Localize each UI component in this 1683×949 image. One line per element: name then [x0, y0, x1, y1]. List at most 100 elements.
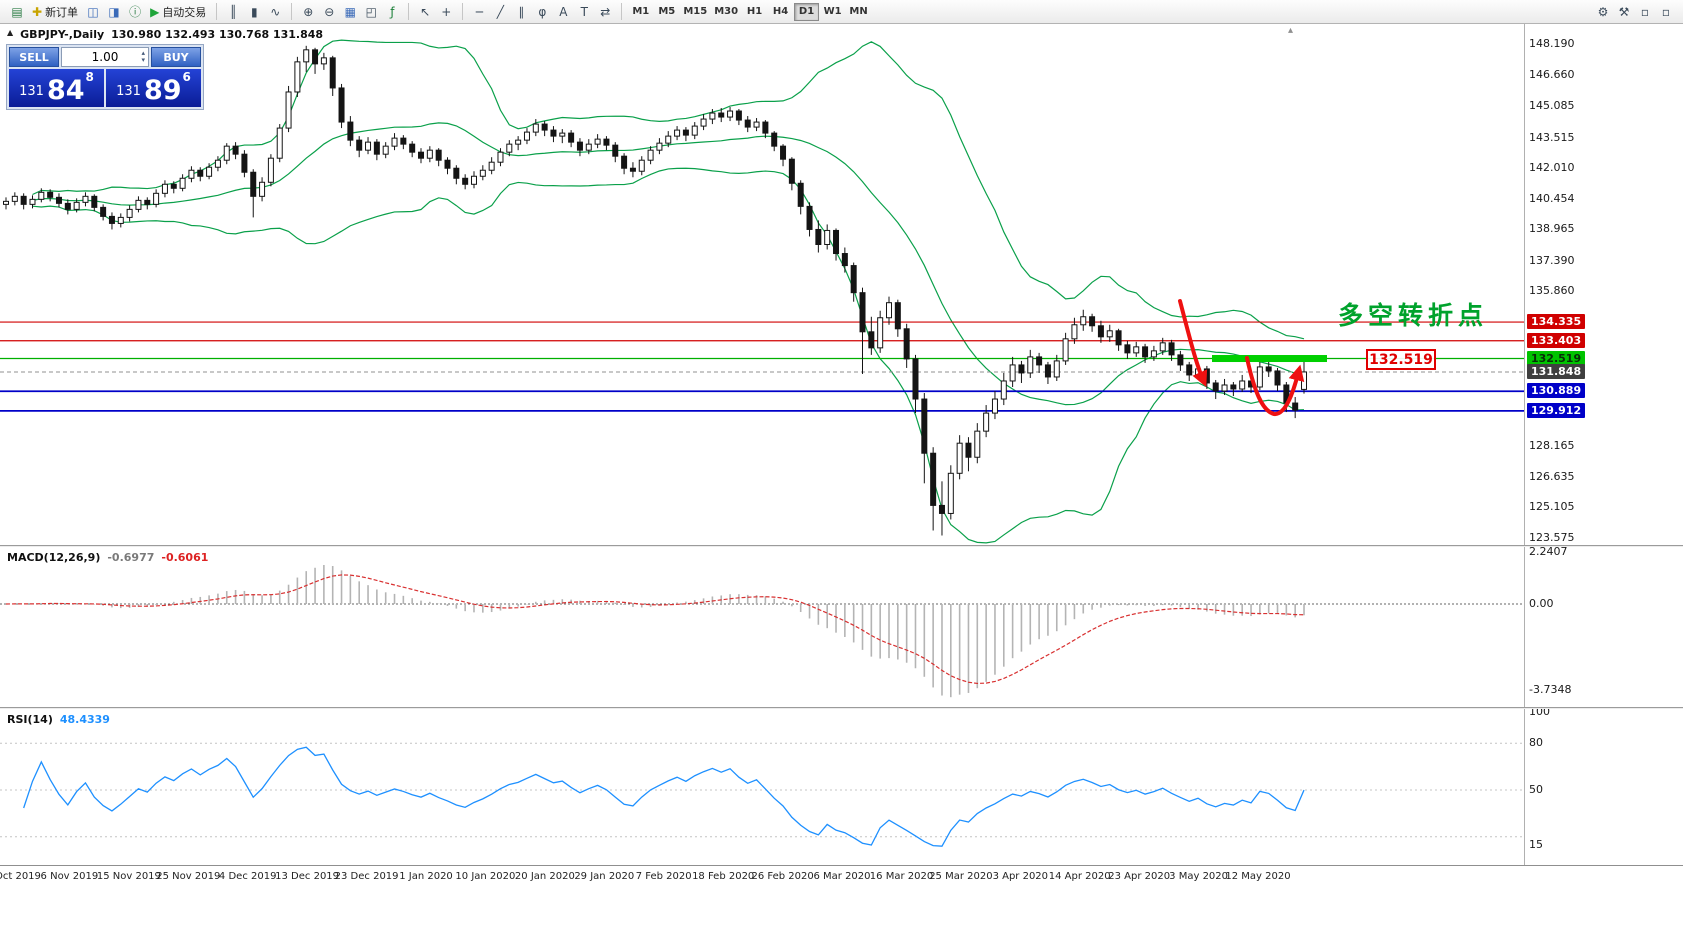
tile-windows-icon[interactable]: ▦ — [344, 4, 356, 19]
price-scale[interactable]: 148.190 146.660 145.085 143.515 142.010 140.4… — [1524, 24, 1683, 865]
candle — [188, 169, 195, 179]
buy-price-button[interactable]: 131 89 6 — [106, 69, 201, 107]
chart-profiles-icon[interactable]: ◫ — [87, 4, 99, 19]
text-icon[interactable]: A — [559, 4, 568, 19]
rsi-header: RSI(14) 48.4339 — [7, 713, 110, 726]
timeframe-w1-button[interactable]: W1 — [823, 6, 842, 17]
buy-button[interactable]: BUY — [151, 47, 201, 67]
rsi-value: 48.4339 — [59, 713, 110, 726]
one-click-trading-panel: SELL 1.00 ▴ ▾ BUY 131 84 8 131 89 6 — [6, 44, 204, 110]
zoom-in-icon[interactable]: ⊕ — [303, 4, 314, 19]
sell-price-sup: 8 — [85, 70, 94, 84]
macd-header: MACD(12,26,9) -0.6977 -0.6061 — [7, 551, 208, 564]
candle — [585, 143, 592, 151]
candle — [453, 167, 460, 179]
annotation-arrows[interactable] — [1178, 299, 1305, 416]
bar-chart-icon[interactable]: ║ — [229, 4, 237, 19]
trendline-icon[interactable]: ╱ — [496, 4, 504, 19]
timeframe-mn-button[interactable]: MN — [849, 6, 868, 17]
timeframe-h1-button[interactable]: H1 — [746, 6, 763, 17]
candle — [303, 49, 310, 63]
sell-price-button[interactable]: 131 84 8 — [9, 69, 104, 107]
dock-left-icon[interactable]: ▫ — [1640, 4, 1650, 19]
candle — [594, 138, 601, 145]
candle — [612, 144, 619, 157]
date-label: 28 Oct 2019 — [0, 871, 41, 882]
candle — [868, 331, 875, 349]
candle — [1159, 342, 1166, 352]
candle — [1000, 380, 1007, 400]
macd-panel[interactable] — [0, 547, 1524, 707]
new-chart-icon[interactable]: ▤ — [11, 4, 23, 19]
cursor-icon[interactable]: ↖ — [420, 4, 431, 19]
candle — [621, 155, 628, 169]
candle — [108, 215, 115, 224]
candle — [400, 137, 407, 145]
candle — [267, 157, 274, 183]
annotation-highlight-bar[interactable] — [1212, 355, 1327, 363]
chart-ohlc: 130.980 132.493 130.768 131.848 — [111, 28, 324, 41]
candle — [559, 132, 566, 137]
date-label: 3 May 2020 — [1169, 871, 1229, 882]
panel-splitter[interactable] — [0, 707, 1683, 709]
date-label: 7 Feb 2020 — [635, 871, 692, 882]
price-scale-label: 138.965 — [1529, 222, 1575, 235]
crosshair-icon[interactable]: + — [441, 4, 452, 19]
dock-right-icon[interactable]: ▫ — [1661, 4, 1671, 19]
add-indicator-icon[interactable]: ƒ — [390, 4, 395, 19]
autotrading-button[interactable]: ▶ 自动交易 — [150, 4, 207, 19]
volume-spinner-icon[interactable]: ▴ ▾ — [141, 49, 145, 64]
volume-input[interactable]: 1.00 ▴ ▾ — [61, 47, 149, 67]
candle — [153, 192, 160, 205]
one-click-toggle[interactable]: ▲ — [7, 28, 14, 37]
candle — [312, 49, 319, 65]
timeframe-m5-button[interactable]: M5 — [658, 6, 676, 17]
fibonacci-icon[interactable]: φ — [538, 4, 547, 19]
sell-button[interactable]: SELL — [9, 47, 59, 67]
toolbar-separator — [216, 3, 218, 20]
rsi-panel[interactable] — [0, 709, 1524, 865]
market-watch-icon[interactable]: ◨ — [108, 4, 120, 19]
zoom-out-icon[interactable]: ⊖ — [324, 4, 335, 19]
candle — [1212, 382, 1219, 392]
community-icon[interactable]: ⓘ — [129, 5, 142, 19]
new-order-button[interactable]: ✚ 新订单 — [32, 4, 79, 19]
auto-arrange-icon[interactable]: ◰ — [365, 4, 377, 19]
price-tag: 132.519 — [1527, 351, 1586, 366]
price-scale-label: 148.190 — [1529, 37, 1575, 50]
equidistant-channel-icon[interactable]: ∥ — [518, 4, 525, 19]
timeframe-h4-button[interactable]: H4 — [772, 6, 789, 17]
arrows-icon[interactable]: ⇄ — [600, 4, 611, 19]
candle — [179, 177, 186, 189]
candle — [903, 328, 910, 360]
date-label: 13 Dec 2019 — [275, 871, 340, 882]
timeframe-d1-button[interactable]: D1 — [794, 2, 820, 21]
candlestick-chart-icon[interactable]: ▮ — [251, 4, 258, 19]
candle — [409, 143, 416, 153]
arrow-down-annotation[interactable] — [1178, 299, 1208, 388]
text-label-icon[interactable]: T — [580, 4, 588, 19]
timeframe-m30-button[interactable]: M30 — [714, 6, 739, 17]
panel-splitter[interactable] — [0, 545, 1683, 547]
rsi-title: RSI(14) — [7, 713, 53, 726]
chart-shift-marker[interactable]: ▴ — [1288, 25, 1294, 36]
horizontal-line-icon[interactable]: ─ — [475, 4, 483, 19]
arrow-v-annotation[interactable] — [1245, 356, 1305, 416]
candle — [55, 196, 62, 204]
tools-icon[interactable]: ⚒ — [1618, 4, 1630, 19]
price-tag: 130.889 — [1527, 383, 1586, 398]
buy-price-small: 131 — [116, 84, 141, 99]
candle — [1168, 342, 1175, 356]
chart-settings-icon[interactable]: ⚙ — [1597, 4, 1609, 19]
price-chart[interactable] — [0, 24, 1524, 545]
price-scale-label: 146.660 — [1529, 68, 1575, 81]
timeframe-m1-button[interactable]: M1 — [632, 6, 650, 17]
candle — [1080, 316, 1087, 326]
date-label: 6 Mar 2020 — [813, 871, 871, 882]
candle — [1133, 346, 1140, 354]
line-chart-icon[interactable]: ∿ — [270, 4, 281, 19]
candle — [541, 123, 548, 131]
timeframe-m15-button[interactable]: M15 — [683, 6, 708, 17]
